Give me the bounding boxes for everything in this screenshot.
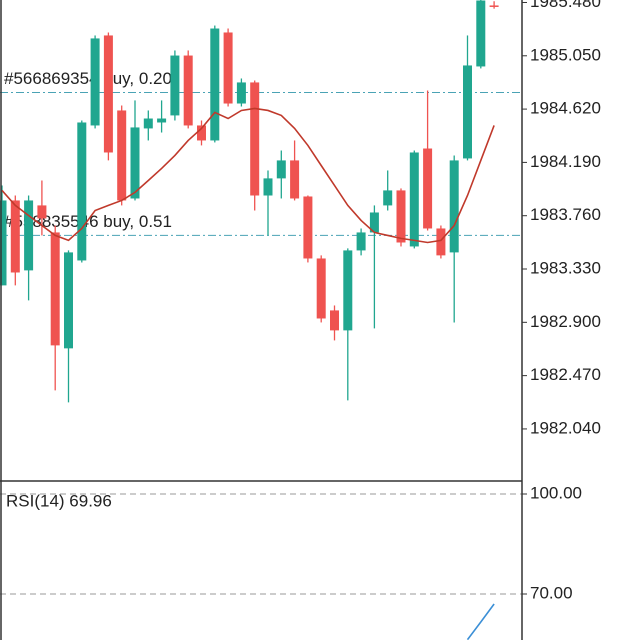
y-tick-label: 1982.470 — [530, 365, 601, 384]
candle-body — [50, 232, 60, 346]
candle-body — [276, 160, 286, 179]
candle-body — [77, 122, 87, 261]
candle-body — [343, 250, 353, 331]
candle-body — [157, 118, 167, 123]
y-tick-label: 1985.480 — [530, 0, 601, 11]
candle-body — [170, 55, 180, 116]
candle-body — [356, 232, 366, 251]
y-tick-label: 1984.190 — [530, 152, 601, 171]
rsi-tick-label: 70.00 — [530, 583, 573, 602]
rsi-panel — [0, 493, 522, 640]
axes: 1985.480 1985.050 1984.620 1984.190 1983.760… — [522, 0, 601, 602]
candle-body — [409, 152, 419, 247]
candle-body — [236, 82, 246, 104]
candle-body — [197, 125, 206, 141]
candle-body — [143, 118, 153, 129]
candle-body — [263, 178, 273, 196]
candle-body — [0, 200, 7, 286]
order-label: #566869354 buy, 0.20 — [4, 69, 172, 88]
candle-body — [303, 196, 313, 259]
candle-body — [250, 82, 260, 196]
y-tick-label: 1982.900 — [530, 312, 601, 331]
candle-body — [423, 148, 433, 229]
candle-body — [383, 190, 393, 206]
candle-body — [369, 212, 379, 233]
candle-body — [183, 55, 193, 126]
candle-body — [223, 32, 233, 104]
y-tick-label: 1985.050 — [530, 45, 601, 64]
candle-body — [64, 252, 73, 349]
candle-body — [10, 200, 20, 273]
candle-body — [290, 160, 300, 199]
candle-body — [463, 65, 472, 159]
candle-body — [130, 127, 140, 199]
rsi-label: RSI(14) 69.96 — [6, 491, 112, 510]
candle-body — [37, 205, 47, 219]
candle-body — [489, 5, 499, 7]
candle-body — [316, 258, 326, 319]
y-tick-label: 1983.760 — [530, 205, 601, 224]
candle-body — [117, 110, 127, 201]
rsi-line — [466, 603, 495, 640]
candle-body — [90, 38, 100, 126]
y-tick-label: 1983.330 — [530, 258, 601, 277]
candle-body — [330, 310, 339, 331]
candle-body — [103, 35, 113, 153]
price-panel: #566869354 buy, 0.20#558835546 buy, 0.51 — [0, 0, 522, 403]
y-tick-label: 1984.620 — [530, 99, 601, 118]
moving-average — [1, 107, 495, 244]
rsi-tick-label: 100.00 — [530, 483, 582, 502]
candle-body — [396, 190, 406, 243]
candle-body — [449, 160, 459, 253]
candle-body — [210, 28, 220, 141]
candle-body — [24, 200, 34, 271]
y-tick-label: 1982.040 — [530, 418, 601, 437]
candle-body — [476, 0, 486, 67]
candle-body — [436, 228, 446, 256]
